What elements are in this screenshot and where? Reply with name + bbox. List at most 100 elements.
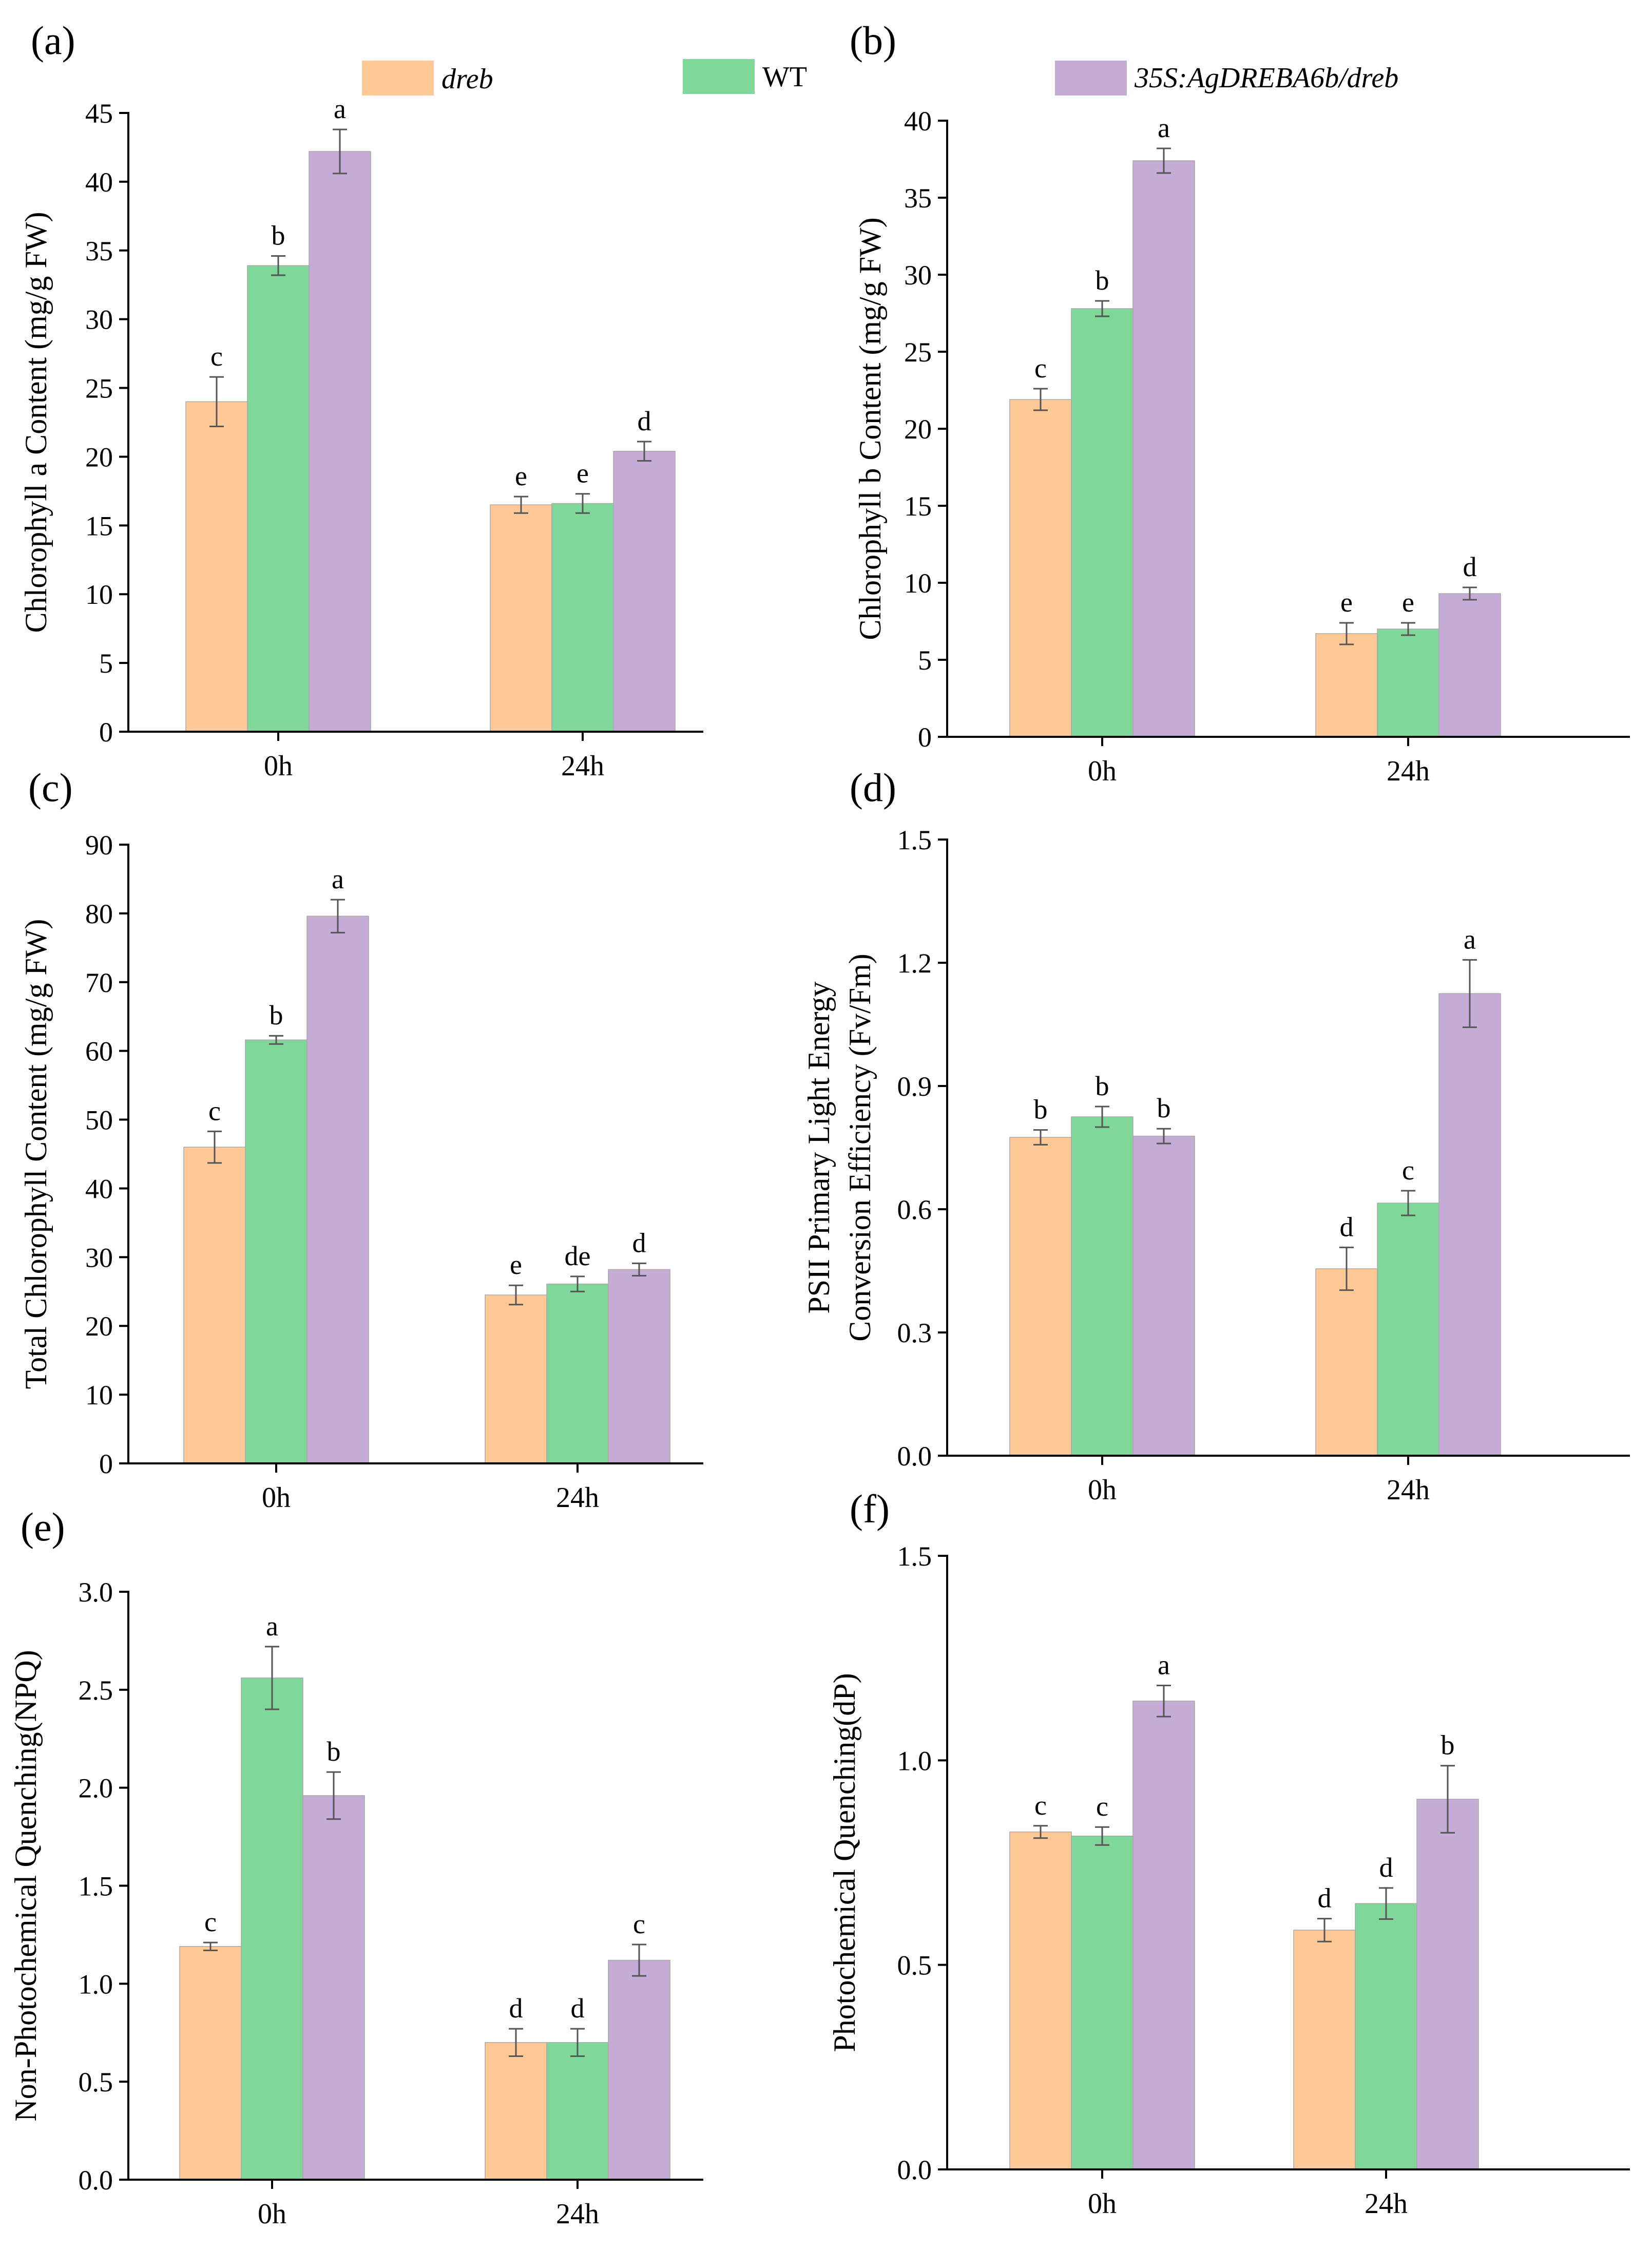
bar (1438, 993, 1501, 1456)
bar (1071, 1835, 1134, 2170)
panel-label: (d) (850, 765, 896, 810)
y-tick-label: 1.5 (897, 1541, 932, 1572)
significance-letter: c (1096, 1791, 1108, 1822)
y-tick-label: 3.0 (79, 1577, 113, 1608)
significance-letter: e (577, 458, 589, 489)
panel-label: (b) (850, 18, 896, 63)
y-tick-label: 30 (904, 260, 932, 291)
chart-panel-1: (a) c e b e a d 0 5 10 15 20 25 30 35 40 45 0h 24h Chloroph… (19, 18, 703, 782)
x-category-label: 0h (1088, 1474, 1117, 1506)
bar (1009, 1832, 1072, 2170)
panel-label: (c) (28, 765, 73, 810)
y-tick-label: 35 (904, 183, 932, 214)
x-category-label: 24h (556, 1482, 599, 1514)
bar (1009, 399, 1072, 737)
y-tick-label: 2.5 (79, 1675, 113, 1706)
significance-letter: e (1402, 587, 1414, 618)
bar (1132, 160, 1195, 737)
x-category-label: 24h (1387, 755, 1430, 787)
significance-letter: e (1340, 587, 1353, 618)
significance-letter: b (1034, 1094, 1048, 1125)
legend-swatch-wt (683, 59, 755, 94)
bar (1438, 593, 1501, 737)
panel-label: (a) (31, 18, 75, 63)
x-category-label: 0h (1088, 755, 1117, 787)
y-axis-title: PSII Primary Light Energy (802, 981, 836, 1313)
bar (485, 2042, 547, 2180)
y-axis-title: Conversion Efficiency (Fv/Fm) (843, 954, 877, 1341)
bar (1293, 1930, 1356, 2170)
y-tick-label: 10 (85, 1380, 113, 1411)
bar (306, 916, 369, 1464)
bar (1315, 1268, 1378, 1456)
chart-panel-2: (b) c e b e a d 0 5 10 15 20 25 30 35 40 0h 24h Chlorophyl… (850, 18, 1630, 787)
y-axis-title: Chlorophyll a Content (mg/g FW) (19, 212, 53, 633)
significance-letter: de (565, 1241, 591, 1271)
significance-letter: a (1464, 924, 1476, 955)
y-tick-label: 20 (85, 442, 113, 472)
bar (1071, 308, 1134, 737)
significance-letter: c (208, 1095, 221, 1126)
y-tick-label: 10 (904, 568, 932, 599)
significance-letter: a (1158, 112, 1170, 143)
bar (1132, 1135, 1195, 1456)
significance-letter: d (1340, 1211, 1354, 1242)
y-tick-label: 0.5 (79, 2067, 113, 2098)
bar (608, 1269, 670, 1464)
significance-letter: d (571, 1993, 585, 2024)
y-tick-label: 20 (904, 414, 932, 445)
y-tick-label: 2.0 (79, 1773, 113, 1804)
y-tick-label: 0.5 (897, 1950, 932, 1981)
y-tick-label: 5 (918, 645, 932, 676)
y-tick-label: 40 (85, 1173, 113, 1204)
y-axis-title: Non-Photochemical Quenching(NPQ) (9, 1650, 43, 2121)
y-axis-title: Total Chlorophyll Content (mg/g FW) (19, 919, 53, 1389)
significance-letter: a (332, 864, 344, 894)
y-tick-label: 90 (85, 830, 113, 861)
legend-swatch-dreb (362, 61, 434, 96)
x-category-label: 24h (556, 2198, 599, 2230)
bar (613, 450, 676, 732)
x-category-label: 0h (258, 2198, 286, 2230)
y-tick-label: 30 (85, 304, 113, 335)
significance-letter: c (1034, 1790, 1047, 1821)
significance-letter: a (266, 1611, 278, 1642)
legend-label-35s: 35S:AgDREBA6b/dreb (1134, 62, 1398, 94)
legend-label-wt: WT (762, 61, 807, 93)
significance-letter: d (1463, 551, 1477, 582)
significance-letter: b (272, 220, 285, 251)
y-tick-label: 25 (85, 373, 113, 404)
y-tick-label: 0.3 (897, 1318, 932, 1348)
bar (183, 1147, 246, 1464)
y-tick-label: 20 (85, 1311, 113, 1342)
significance-letter: b (1441, 1730, 1455, 1761)
bar (485, 1294, 547, 1464)
chart-panel-5: (e) c d a d b c 0.0 0.5 1.0 1.5 2.0 2.5 3.0 0h 24h Non-P… (9, 1504, 703, 2230)
bar (546, 2042, 609, 2180)
y-tick-label: 30 (85, 1242, 113, 1273)
chart-panel-4: (d) b d b c b a 0.0 0.3 0.6 0.9 1.2 1.5 0h 24h PSII Pri… (802, 765, 1630, 1506)
significance-letter: b (1157, 1093, 1171, 1123)
bar (551, 503, 614, 732)
bar (1132, 1701, 1195, 2170)
y-tick-label: 0 (99, 717, 113, 748)
significance-letter: e (510, 1249, 522, 1280)
y-tick-label: 1.5 (897, 825, 932, 855)
y-tick-label: 0.0 (897, 2155, 932, 2185)
y-tick-label: 5 (99, 648, 113, 679)
y-tick-label: 70 (85, 967, 113, 998)
y-tick-label: 25 (904, 337, 932, 368)
chart-panel-6: (f) c d c d a b 0.0 0.5 1.0 1.5 0h 24h Photochemical … (828, 1486, 1630, 2220)
x-category-label: 0h (264, 750, 293, 782)
y-tick-label: 60 (85, 1036, 113, 1067)
y-tick-label: 0.9 (897, 1071, 932, 1102)
y-tick-label: 1.0 (897, 1745, 932, 1776)
significance-letter: b (1096, 265, 1109, 296)
y-tick-label: 1.0 (79, 1969, 113, 1999)
legend: dreb WT 35S:AgDREBA6b/dreb (362, 59, 1398, 96)
significance-letter: b (270, 1000, 283, 1031)
y-tick-label: 45 (85, 98, 113, 129)
bar (1009, 1137, 1072, 1456)
bar (185, 401, 248, 732)
x-category-label: 0h (1088, 2188, 1117, 2220)
